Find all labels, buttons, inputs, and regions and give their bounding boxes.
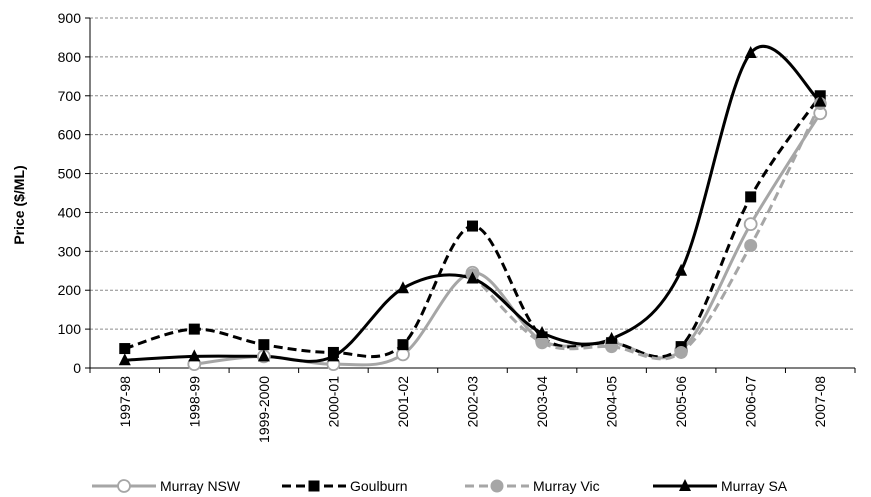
series-line-murray-vic: [471, 102, 822, 361]
data-point-murray-sa: [466, 271, 479, 284]
x-tick-label: 2004-05: [604, 376, 620, 428]
legend-label-murray-nsw: Murray NSW: [160, 478, 241, 494]
x-tick-label: 2001-02: [395, 376, 411, 428]
y-tick-label: 500: [58, 166, 82, 182]
x-tick-label: 2006-07: [743, 376, 759, 428]
x-tick-label: 2002-03: [465, 376, 481, 428]
x-tick-label: 2000-01: [325, 376, 341, 428]
y-tick-label: 900: [58, 10, 82, 26]
y-tick-label: 100: [58, 321, 82, 337]
data-point-murray-sa: [118, 353, 131, 366]
y-tick-label: 0: [73, 360, 81, 376]
data-point-murray-nsw: [396, 347, 410, 362]
gridlines: [90, 17, 855, 330]
y-tick-label: 600: [58, 127, 82, 143]
legend-marker-murray-sa: [679, 479, 691, 491]
data-point-murray-sa: [257, 349, 270, 362]
data-point-murray-sa: [396, 281, 409, 294]
legend-label-murray-vic: Murray Vic: [533, 478, 600, 494]
data-point-murray-sa: [327, 349, 340, 362]
legend-marker-murray-nsw: [117, 479, 131, 493]
data-point-murray-sa: [536, 326, 549, 338]
y-tick-label: 200: [58, 282, 82, 298]
data-point-murray-vic: [744, 239, 758, 252]
x-tick-label: 2005-06: [673, 376, 689, 428]
legend-marker-murray-vic: [490, 479, 504, 493]
series-line-murray-sa: [124, 44, 822, 363]
y-tick-label: 400: [58, 204, 82, 220]
y-axis-ticks: 0 100 200 300 400 500 600 700 800 900: [58, 10, 90, 376]
y-axis-title: Price ($/ML): [11, 165, 27, 244]
x-tick-label: 2003-04: [534, 376, 550, 428]
legend-label-murray-sa: Murray SA: [721, 478, 788, 494]
y-tick-label: 800: [58, 49, 82, 65]
data-point-goulburn: [258, 339, 270, 351]
x-tick-label: 1997-98: [117, 376, 133, 428]
series-markers: [118, 46, 828, 372]
axes: [89, 18, 855, 369]
y-tick-label: 300: [58, 243, 82, 259]
series-line-murray-nsw: [194, 112, 822, 367]
data-point-goulburn: [467, 220, 478, 232]
x-tick-label: 1999-2000: [256, 376, 272, 443]
data-point-murray-sa: [744, 46, 757, 58]
data-point-murray-vic: [674, 345, 688, 359]
data-point-goulburn: [188, 323, 200, 335]
series-lines: [124, 44, 822, 367]
data-point-murray-nsw: [743, 217, 758, 232]
y-tick-label: 700: [58, 88, 82, 104]
legend-label-goulburn: Goulburn: [350, 478, 408, 494]
data-point-murray-sa: [605, 331, 618, 344]
data-point-goulburn: [119, 343, 131, 355]
x-tick-label: 2007-08: [812, 376, 828, 428]
x-axis-ticks: 1997-98 1998-99 1999-2000 2000-01 2001-02 200…: [89, 368, 856, 443]
data-point-murray-sa: [188, 349, 201, 362]
data-point-murray-vic: [535, 336, 549, 350]
data-point-goulburn: [397, 339, 409, 351]
data-point-murray-sa: [675, 263, 688, 276]
x-tick-label: 1998-99: [186, 376, 202, 428]
legend: Murray NSW Goulburn Murray Vic Murray SA: [92, 478, 788, 494]
legend-marker-goulburn: [308, 480, 320, 492]
data-point-murray-sa: [814, 94, 827, 107]
data-point-goulburn: [745, 191, 757, 203]
